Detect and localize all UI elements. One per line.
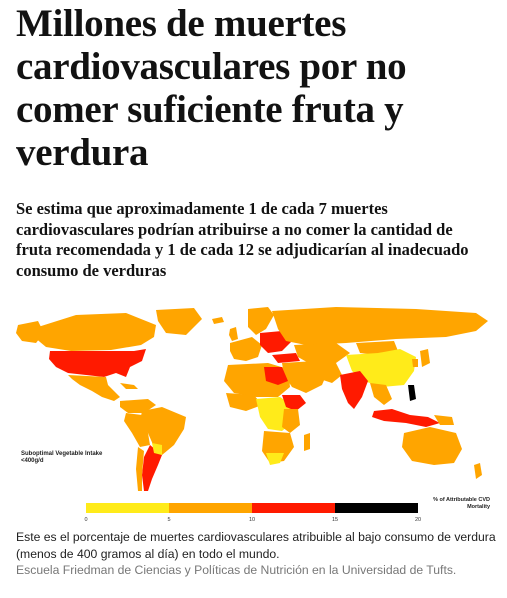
legend-tick: 20	[414, 517, 422, 523]
figure-credit: Escuela Friedman de Ciencias y Políticas…	[16, 563, 457, 577]
map-label: Suboptimal Vegetable Intake <400g/d	[21, 451, 103, 464]
region-andes	[124, 413, 150, 447]
subheadline: Se estima que aproximadamente 1 de cada …	[16, 199, 469, 280]
legend-tick: 0	[84, 517, 88, 523]
region-egypt	[264, 367, 288, 385]
region-caribbean	[120, 383, 138, 389]
world-map-figure: Suboptimal Vegetable Intake <400g/d 0 5 …	[16, 305, 491, 527]
region-uk	[229, 327, 238, 341]
region-middle-east	[282, 361, 328, 393]
legend-tick: 15	[331, 517, 339, 523]
region-russia	[272, 307, 488, 345]
legend-bar	[86, 503, 418, 513]
region-iran	[316, 363, 342, 383]
region-new-zealand	[474, 463, 482, 479]
legend-segment	[169, 503, 252, 513]
region-central-asia	[294, 343, 350, 365]
region-horn-of-africa	[282, 395, 306, 411]
region-western-europe	[230, 337, 262, 361]
legend-segment	[86, 503, 169, 513]
region-alaska	[16, 321, 44, 343]
region-mexico	[68, 375, 120, 401]
region-indonesia	[372, 409, 440, 427]
region-usa	[49, 349, 146, 377]
legend-segment	[252, 503, 335, 513]
region-korea	[412, 359, 418, 367]
region-australia	[402, 427, 462, 465]
region-india	[340, 371, 368, 409]
region-east-africa	[282, 409, 300, 433]
legend-title: % of Attributable CVD Mortality	[433, 497, 490, 510]
region-argentina	[142, 445, 162, 491]
region-canada	[34, 313, 156, 351]
region-chile	[136, 447, 144, 491]
region-north-south-america	[120, 399, 156, 413]
region-brazil	[140, 407, 186, 455]
headline: Millones de muertes cardiovasculares por…	[16, 2, 407, 174]
legend-segment	[335, 503, 418, 513]
region-japan	[420, 349, 430, 367]
legend-tick: 10	[248, 517, 256, 523]
region-southeast-asia	[370, 383, 392, 405]
region-scandinavia	[248, 307, 274, 335]
region-papua	[434, 415, 454, 425]
legend-tick: 5	[167, 517, 171, 523]
region-turkey	[272, 353, 300, 363]
region-greenland	[156, 308, 202, 335]
region-paraguay	[152, 443, 162, 455]
figure-caption: Este es el porcentaje de muertes cardiov…	[16, 530, 496, 561]
world-map	[16, 307, 488, 491]
region-south-africa	[266, 453, 284, 465]
region-madagascar	[304, 433, 310, 451]
region-west-africa	[226, 393, 262, 411]
region-philippines	[408, 385, 416, 401]
region-iceland	[212, 317, 224, 324]
